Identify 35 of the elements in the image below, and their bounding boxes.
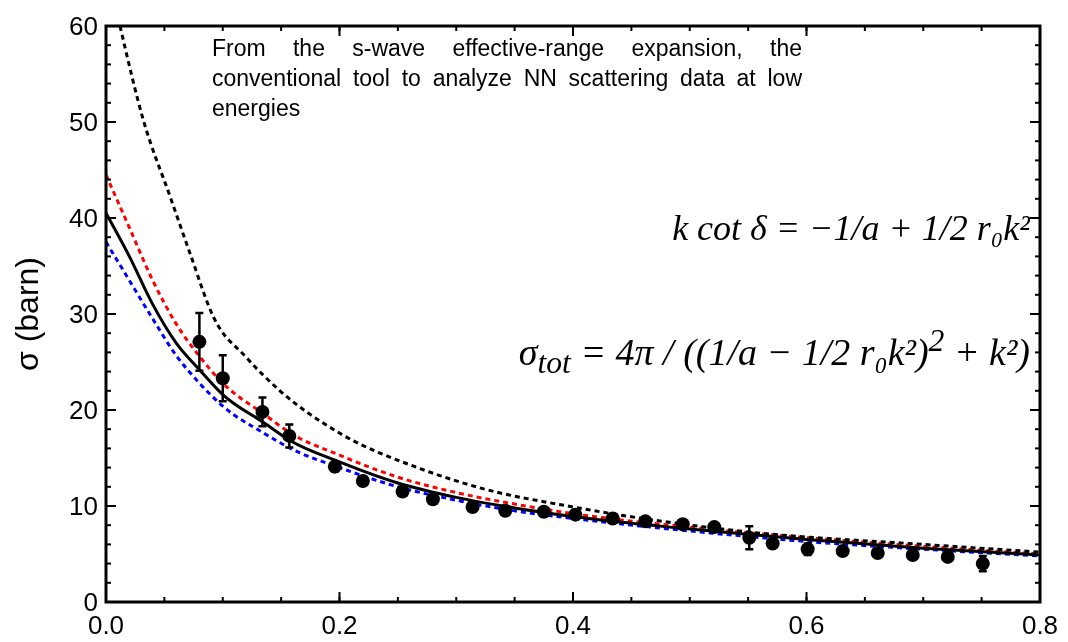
x-tick-label: 0.2 [321, 610, 358, 640]
x-tick-label: 0.6 [788, 610, 825, 640]
point [765, 536, 780, 551]
point [568, 507, 583, 522]
point [742, 530, 757, 545]
x-tick-label: 0.0 [87, 610, 125, 640]
point [536, 504, 551, 519]
point [192, 334, 207, 349]
point [355, 474, 370, 489]
x-tick-label: 0.8 [1021, 610, 1059, 640]
annotation: σ$_{tot}$ = 4π / ((1/a − 1/2 r₀k²)$^{2}$ + k²) [517, 322, 1030, 383]
y-tick-label: 20 [69, 395, 98, 426]
y-tick-label: 10 [69, 491, 98, 522]
point [835, 544, 850, 559]
y-axis-title: σ (barn) [9, 257, 45, 371]
point [465, 499, 480, 514]
y-tick-label: 30 [69, 299, 98, 330]
x-tick-label: 0.4 [554, 610, 592, 640]
point [675, 517, 690, 532]
point [638, 514, 653, 529]
point [255, 404, 270, 419]
y-tick-label: 50 [69, 107, 98, 138]
point [707, 520, 722, 535]
point [905, 547, 920, 562]
annotation: From the s-wave effective-range expansion, the conventional tool to analyze NN scattering data at low energies [212, 34, 802, 123]
point [498, 503, 513, 518]
point [870, 546, 885, 561]
point [605, 511, 620, 526]
point [425, 492, 440, 507]
y-tick-label: 60 [69, 11, 98, 42]
y-tick-label: 40 [69, 203, 98, 234]
point [395, 484, 410, 499]
point [940, 549, 955, 564]
point [282, 428, 297, 443]
point [215, 371, 230, 386]
